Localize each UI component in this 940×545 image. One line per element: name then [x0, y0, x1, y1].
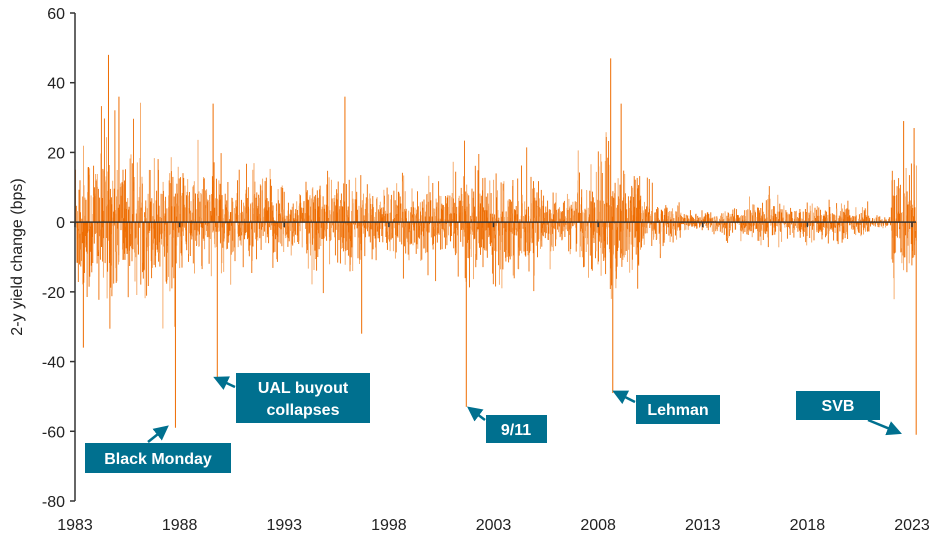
arrow-icon [213, 376, 236, 390]
y-tick-label: -60 [42, 424, 65, 441]
y-tick-label: 40 [47, 76, 65, 93]
y-tick-label: -80 [42, 494, 65, 511]
y-tick-label: 60 [47, 6, 65, 23]
annotation-lehman: Lehman [612, 390, 720, 424]
annotation-label: SVB [822, 398, 855, 415]
y-tick-label: 20 [47, 145, 65, 162]
x-tick-label: 2008 [580, 517, 616, 534]
y-tick-label: -40 [42, 355, 65, 372]
y-tick-label: 0 [56, 215, 65, 232]
annotation-label: Lehman [647, 402, 708, 419]
bars-layer [74, 54, 917, 435]
annotation-black-monday: Black Monday [85, 425, 231, 473]
x-tick-label: 1998 [371, 517, 407, 534]
x-tick-label: 1993 [266, 517, 302, 534]
arrow-icon [612, 390, 636, 405]
arrow-icon [147, 425, 169, 443]
annotation-911: 9/11 [467, 406, 547, 443]
y-axis-label: 2-y yield change (bps) [9, 178, 26, 335]
annotation-label: UAL buyout [258, 380, 349, 397]
x-tick-label: 1988 [162, 517, 198, 534]
axes: 60 40 20 0 -20 -40 -60 -80 1983 1988 1993 1998 2003 2… [42, 6, 930, 534]
annotation-svb: SVB [796, 391, 902, 436]
x-tick-label: 2023 [894, 517, 930, 534]
annotation-label: collapses [267, 402, 340, 419]
arrow-icon [467, 406, 486, 422]
arrow-icon [867, 418, 902, 436]
y-tick-label: -20 [42, 285, 65, 302]
x-tick-label: 1983 [57, 517, 93, 534]
x-tick-label: 2003 [476, 517, 512, 534]
x-tick-label: 2013 [685, 517, 721, 534]
annotation-ual: UAL buyout collapses [213, 373, 370, 423]
x-tick-label: 2018 [790, 517, 826, 534]
annotation-label: Black Monday [104, 451, 212, 468]
annotation-label: 9/11 [501, 422, 531, 439]
